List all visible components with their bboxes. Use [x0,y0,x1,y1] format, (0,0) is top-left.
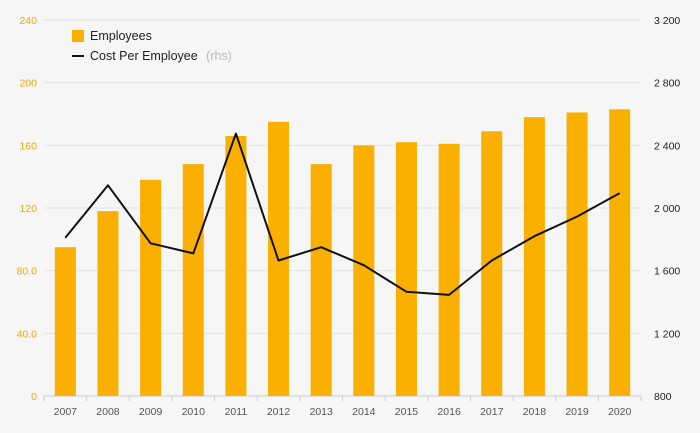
x-tick-label: 2019 [565,406,589,418]
x-tick-label: 2009 [139,406,163,418]
bar-2009 [140,179,162,396]
line-series-cost-per-employee [64,132,621,296]
legend-label-employees: Employees [90,29,152,43]
left-axis-ticks: 0 40.0 80.0 120 160 200 240 [17,15,38,403]
x-axis-ticks: 2007 2008 2009 2010 2011 2012 2013 2014 2015 2016… [43,396,642,418]
x-tick-label: 2007 [54,406,78,418]
bar-2013 [310,164,332,396]
legend-rhs-note: (rhs) [206,49,232,63]
x-tick-label: 2018 [523,406,547,418]
cost-per-employee-line [64,132,621,296]
left-tick-label: 240 [19,15,37,27]
legend-series-name: Cost Per Employee [90,49,198,63]
x-tick-label: 2008 [96,406,120,418]
bar-2019 [566,112,588,396]
x-tick-label: 2010 [182,406,206,418]
right-tick-label: 1 200 [654,328,680,340]
right-tick-label: 2 400 [654,140,680,152]
x-tick-label: 2011 [225,406,248,418]
legend: Employees Cost Per Employee (rhs) [72,29,232,64]
bar-2014 [353,145,375,396]
bar-2020 [609,109,631,397]
left-tick-label: 200 [19,78,37,90]
x-tick-label: 2020 [608,406,632,418]
bar-2017 [481,131,503,396]
left-tick-label: 120 [19,203,37,215]
bar-2016 [438,143,460,396]
left-tick-label: 40.0 [17,328,38,340]
right-tick-label: 800 [654,391,672,403]
bar-2018 [523,117,545,396]
legend-label-cost-per-employee: Cost Per Employee (rhs) [90,47,232,64]
x-tick-label: 2014 [352,406,376,418]
right-tick-label: 3 200 [654,15,680,27]
bar-2010 [182,164,204,396]
x-tick-label: 2015 [395,406,419,418]
x-tick-label: 2013 [309,406,333,418]
x-tick-label: 2017 [480,406,504,418]
right-tick-label: 2 000 [654,203,680,215]
legend-swatch-employees [72,30,84,42]
right-axis-ticks: 800 1 200 1 600 2 000 2 400 2 800 3 200 [654,15,680,403]
x-tick-label: 2012 [267,406,291,418]
left-tick-label: 0 [31,391,37,403]
bar-2011 [225,135,247,396]
right-tick-label: 2 800 [654,78,680,90]
bar-2007 [54,247,76,396]
bar-2008 [97,211,119,396]
left-tick-label: 80.0 [17,266,38,278]
x-tick-label: 2016 [437,406,461,418]
left-tick-label: 160 [19,140,37,152]
bar-series-employees [54,109,631,397]
right-tick-label: 1 600 [654,266,680,278]
bar-2015 [395,142,417,396]
